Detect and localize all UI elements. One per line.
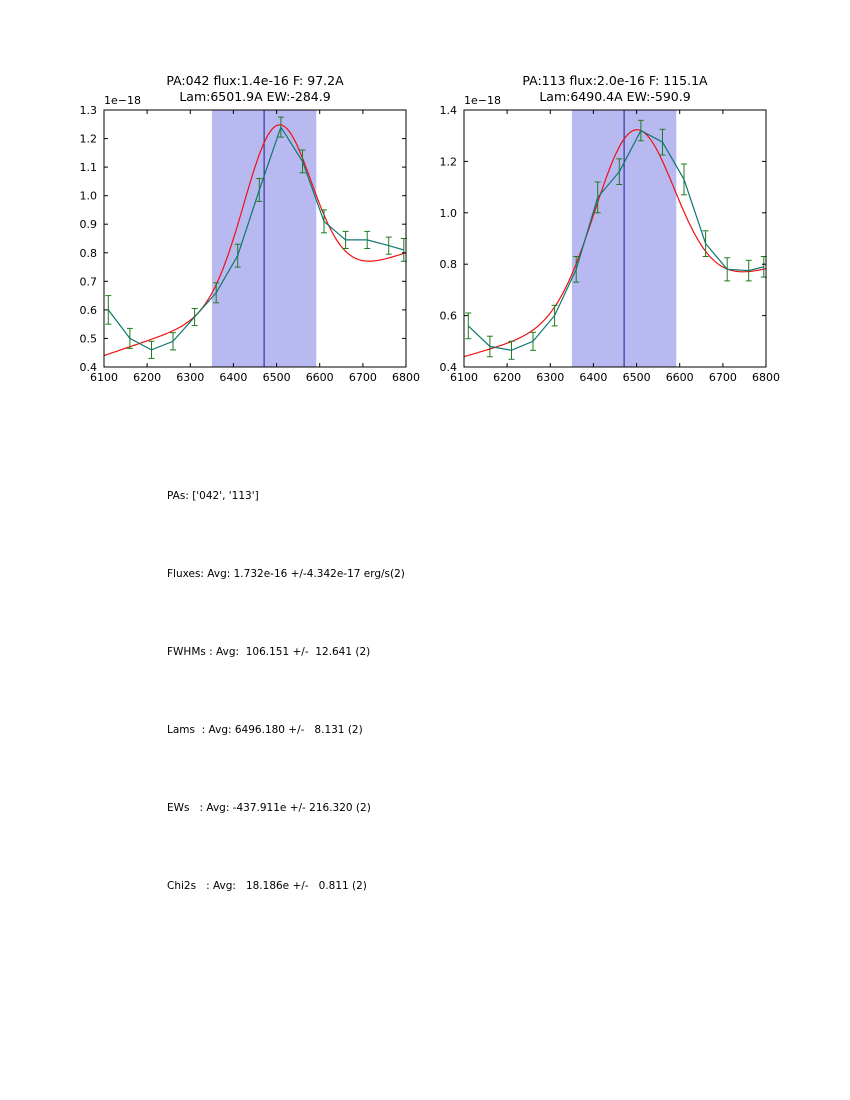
x-tick-label: 6500 (623, 371, 651, 384)
x-tick-label: 6600 (306, 371, 334, 384)
y-tick-label: 0.5 (80, 332, 98, 345)
plot-title: PA:113 flux:2.0e-16 F: 115.1A (522, 73, 708, 88)
y-tick-label: 0.4 (440, 361, 458, 374)
x-tick-label: 6300 (176, 371, 204, 384)
x-tick-label: 6700 (349, 371, 377, 384)
x-tick-label: 6500 (263, 371, 291, 384)
y-axis-ticks: 0.4 0.5 0.6 0.7 0.8 0.9 1.0 1.1 1.2 1.3 (80, 104, 406, 374)
x-axis-ticks: 6100 6200 6300 6400 6500 6600 6700 6800 (90, 110, 420, 384)
y-tick-label: 0.6 (80, 304, 98, 317)
y-tick-label: 0.6 (440, 310, 458, 323)
y-tick-label: 0.8 (80, 247, 98, 260)
axes-frame (463, 109, 767, 368)
spectrum-data-line (107, 125, 404, 351)
y-axis-offset-label: 1e−18 (104, 94, 141, 107)
fit-statistics-block: PAs: ['042', '113'] Fluxes: Avg: 1.732e-… (167, 431, 405, 951)
x-tick-label: 6100 (450, 371, 478, 384)
left-plot-container: 6100 6200 6300 6400 6500 6600 6700 6800 0.4 0.5 0.… (60, 70, 432, 404)
y-tick-label: 1.2 (440, 155, 458, 168)
x-tick-label: 6700 (709, 371, 737, 384)
x-tick-label: 6300 (536, 371, 564, 384)
y-tick-label: 1.0 (80, 190, 98, 203)
y-tick-label: 1.4 (440, 104, 458, 117)
plot-subtitle: Lam:6490.4A EW:-590.9 (539, 89, 690, 104)
y-tick-label: 0.4 (80, 361, 98, 374)
stats-line-fwhms: FWHMs : Avg: 106.151 +/- 12.641 (2) (167, 646, 371, 658)
y-axis-ticks: 0.4 0.6 0.8 1.0 1.2 1.4 (440, 104, 766, 374)
x-tick-label: 6200 (133, 371, 161, 384)
y-axis-offset-label: 1e−18 (464, 94, 501, 107)
y-tick-label: 0.9 (80, 218, 98, 231)
stats-line-chi2s: Chi2s : Avg: 18.186e +/- 0.811 (2) (167, 880, 367, 892)
y-tick-label: 1.2 (80, 133, 98, 146)
gaussian-fit-curve (463, 129, 767, 358)
stats-line-fluxes: Fluxes: Avg: 1.732e-16 +/-4.342e-17 erg/… (167, 568, 405, 580)
x-tick-label: 6800 (392, 371, 420, 384)
spectrum-data-line (467, 129, 764, 351)
y-tick-label: 0.7 (80, 275, 98, 288)
left-spectrum-plot: 6100 6200 6300 6400 6500 6600 6700 68000.40.50.… (80, 73, 421, 384)
y-tick-label: 0.8 (440, 258, 458, 271)
y-tick-label: 1.3 (80, 104, 98, 117)
stats-line-ews: EWs : Avg: -437.911e +/- 216.320 (2) (167, 802, 371, 814)
x-tick-label: 6400 (579, 371, 607, 384)
x-tick-label: 6200 (493, 371, 521, 384)
x-tick-label: 6600 (666, 371, 694, 384)
stats-line-lams: Lams : Avg: 6496.180 +/- 8.131 (2) (167, 724, 363, 736)
plot-subtitle: Lam:6501.9A EW:-284.9 (179, 89, 330, 104)
plot-title: PA:042 flux:1.4e-16 F: 97.2A (166, 73, 344, 88)
x-tick-label: 6100 (90, 371, 118, 384)
y-tick-label: 1.1 (80, 161, 98, 174)
x-axis-ticks: 6100 6200 6300 6400 6500 6600 6700 6800 (450, 110, 780, 384)
gaussian-fit-curve (103, 124, 407, 357)
stats-line-pas: PAs: ['042', '113'] (167, 490, 259, 502)
y-tick-label: 1.0 (440, 207, 458, 220)
x-tick-label: 6800 (752, 371, 780, 384)
right-spectrum-plot: 6100 6200 6300 6400 6500 6600 6700 68000.40.60.… (440, 73, 781, 384)
axes-frame (103, 109, 407, 368)
right-plot-container: 6100 6200 6300 6400 6500 6600 6700 6800 0.4 0.6 0.… (420, 70, 792, 404)
x-tick-label: 6400 (219, 371, 247, 384)
